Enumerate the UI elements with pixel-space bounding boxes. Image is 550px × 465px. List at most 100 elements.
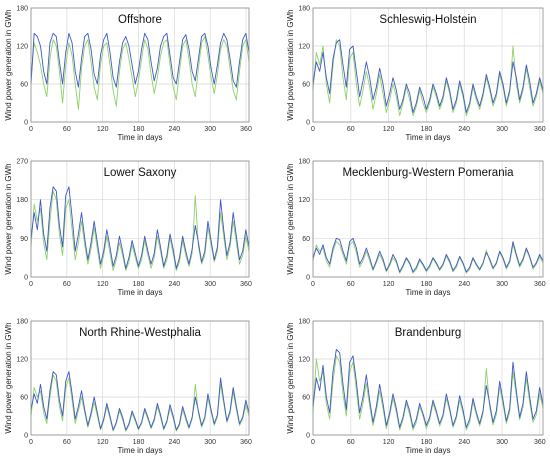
y-tick-label: 120 [298,197,310,204]
x-tick-label: 0 [29,126,33,133]
x-axis-label: Time in days [405,288,450,297]
y-tick-label: 180 [16,319,28,326]
panel-title: Lower Saxony [104,167,177,179]
panel-title: Brandenburg [395,327,462,339]
series-line-2 [30,36,250,110]
x-tick-label: 300 [496,126,508,133]
x-tick-label: 240 [168,439,180,446]
y-tick-label: 60 [302,395,310,402]
x-tick-label: 360 [534,126,546,133]
series-line-2 [312,355,544,431]
x-tick-label: 180 [421,126,433,133]
x-tick-label: 180 [421,281,433,288]
x-tick-label: 180 [133,281,145,288]
y-tick-label: 0 [306,120,310,127]
x-tick-label: 300 [496,281,508,288]
x-tick-label: 120 [97,439,109,446]
x-tick-label: 360 [534,439,546,446]
x-tick-label: 240 [168,281,180,288]
x-tick-label: 240 [458,281,470,288]
x-tick-label: 240 [458,126,470,133]
y-tick-label: 180 [298,319,310,326]
y-tick-label: 180 [16,197,28,204]
series-line-1 [312,349,544,428]
plot-frame [312,320,544,436]
x-axis-label: Time in days [117,288,162,297]
series-line-2 [30,374,250,432]
y-tick-label: 0 [24,433,28,440]
x-tick-label: 240 [458,439,470,446]
x-tick-label: 60 [347,281,355,288]
y-axis-label: Wind power generation in GWh [4,9,13,120]
x-tick-label: 300 [204,126,216,133]
x-tick-label: 60 [63,281,71,288]
chart-panel-3: 0 60 120 180 240 300 360 0 90 180 270 Time in days W… [4,159,252,298]
series-line-1 [30,186,250,269]
y-tick-label: 270 [16,159,28,166]
y-tick-label: 180 [298,159,310,166]
y-axis-label: Wind power generation in GWh [286,163,295,274]
panel-title: Schleswig-Holstein [379,14,476,26]
x-tick-label: 120 [97,126,109,133]
x-tick-label: 120 [383,281,395,288]
plot-frame [30,160,250,278]
x-tick-label: 0 [29,439,33,446]
x-tick-label: 60 [63,439,71,446]
y-axis-label: Wind power generation in GWh [4,163,13,274]
x-tick-label: 360 [240,439,252,446]
series-line-2 [312,39,544,117]
x-tick-label: 180 [421,439,433,446]
series-line-1 [312,39,544,113]
x-tick-label: 360 [240,126,252,133]
y-tick-label: 180 [298,6,310,13]
x-axis-label: Time in days [117,133,162,142]
panel-title: North Rhine-Westphalia [79,327,201,339]
x-tick-label: 300 [204,439,216,446]
x-tick-label: 60 [63,126,71,133]
y-axis-label: Wind power generation in GWh [286,322,295,433]
series-line-2 [312,241,544,274]
y-tick-label: 120 [298,44,310,51]
plot-frame [312,7,544,123]
y-tick-label: 0 [24,120,28,127]
x-tick-label: 120 [97,281,109,288]
x-tick-label: 120 [383,439,395,446]
x-tick-label: 300 [204,281,216,288]
y-tick-label: 60 [302,82,310,89]
plot-frame [312,160,544,278]
series-line-1 [30,32,250,88]
y-tick-label: 120 [298,357,310,364]
x-tick-label: 0 [311,439,315,446]
plot-frame [30,320,250,436]
panel-title: Offshore [118,14,162,26]
y-tick-label: 60 [20,82,28,89]
y-tick-label: 60 [20,395,28,402]
x-tick-label: 0 [311,281,315,288]
y-tick-label: 90 [20,236,28,243]
x-tick-label: 120 [383,126,395,133]
series-line-1 [312,237,544,273]
x-tick-label: 60 [347,126,355,133]
x-axis-label: Time in days [117,446,162,455]
x-axis-label: Time in days [405,446,450,455]
x-tick-label: 360 [240,281,252,288]
y-axis-label: Wind power generation in GWh [286,9,295,120]
y-tick-label: 0 [24,275,28,282]
y-tick-label: 180 [16,6,28,13]
y-tick-label: 0 [306,275,310,282]
plot-frame [30,7,250,123]
x-tick-label: 360 [534,281,546,288]
x-tick-label: 0 [311,126,315,133]
y-tick-label: 120 [16,44,28,51]
y-tick-label: 60 [302,236,310,243]
x-tick-label: 60 [347,439,355,446]
x-tick-label: 180 [133,439,145,446]
y-tick-label: 0 [306,433,310,440]
panel-title: Mecklenburg-Western Pomerania [342,167,514,179]
